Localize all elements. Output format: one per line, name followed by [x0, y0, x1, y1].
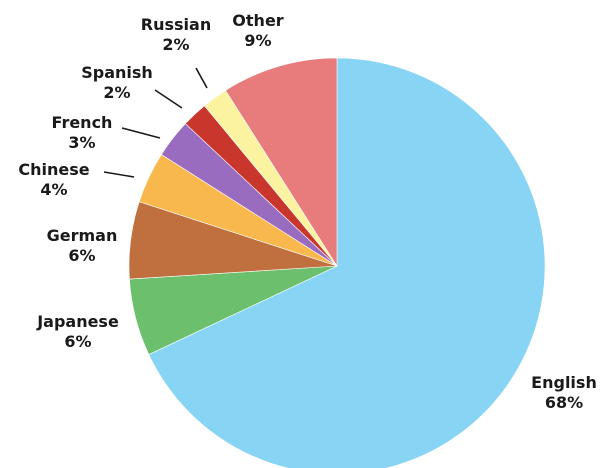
slice-percent-german: 6% [68, 246, 95, 265]
slice-percent-chinese: 4% [40, 180, 67, 199]
slice-label-other: Other 9% [232, 11, 283, 50]
slice-percent-french: 3% [68, 133, 95, 152]
slice-label-spanish: Spanish 2% [81, 63, 153, 102]
leader-line-french [121, 127, 161, 139]
leader-line-chinese [103, 171, 135, 178]
slice-percent-english: 68% [545, 393, 583, 412]
slice-name-english: English [531, 373, 597, 392]
slice-label-chinese: Chinese 4% [18, 160, 89, 199]
slice-percent-spanish: 2% [103, 83, 130, 102]
slice-name-spanish: Spanish [81, 63, 153, 82]
slice-labels: English 68%Japanese 6%German 6%Chinese 4%Fre… [18, 11, 596, 412]
slice-name-russian: Russian [141, 15, 211, 34]
slice-label-english: English 68% [531, 373, 597, 412]
slice-label-french: French 3% [52, 113, 113, 152]
slice-label-japanese: Japanese 6% [36, 312, 119, 351]
slice-percent-russian: 2% [162, 35, 189, 54]
slice-percent-other: 9% [244, 31, 271, 50]
slice-name-japanese: Japanese [36, 312, 119, 331]
pie-slices [128, 57, 546, 468]
slice-name-german: German [47, 226, 118, 245]
slice-name-other: Other [232, 11, 283, 30]
leader-line-spanish [154, 89, 183, 109]
leader-line-russian [195, 67, 208, 89]
pie-slice-english [148, 57, 546, 468]
leader-lines [103, 67, 208, 178]
pie-slice-other [225, 57, 338, 268]
slice-label-russian: Russian 2% [141, 15, 211, 54]
slice-name-chinese: Chinese [18, 160, 89, 179]
slice-name-french: French [52, 113, 113, 132]
slice-percent-japanese: 6% [64, 332, 91, 351]
slice-label-german: German 6% [47, 226, 118, 265]
